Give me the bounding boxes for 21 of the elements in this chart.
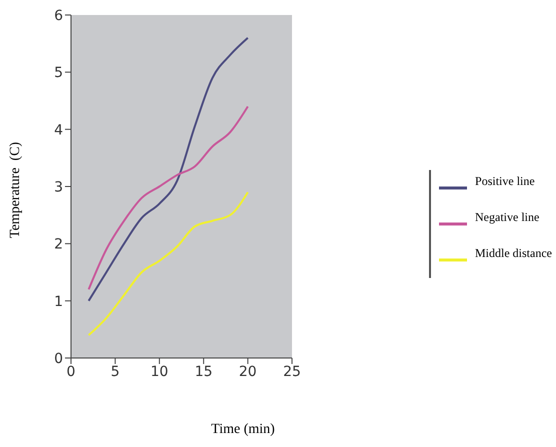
x-tick-label: 10 [150,364,168,380]
x-tick-label: 20 [238,364,257,380]
y-tick-label: 4 [54,122,64,138]
y-axis-title: Temperature (C) [8,142,24,238]
x-axis-title: Time (min) [210,422,276,438]
x-tick-label: 15 [194,364,213,380]
legend-label: Negative line [475,210,540,225]
line-series [88,191,249,336]
y-tick-label: 3 [54,179,63,196]
y-tick-label: 5 [54,65,63,82]
y-tick-label: 2 [54,236,63,253]
line-series [88,36,249,302]
line-series [88,105,249,290]
legend-label: Positive line [475,174,535,189]
y-tick-label: 6 [54,8,64,24]
y-tick-label: 1 [54,294,63,310]
x-tick-label: 5 [110,364,120,380]
x-tick-label: 25 [283,364,301,380]
y-tick-label: 0 [54,350,63,367]
x-tick-label: 0 [66,364,76,380]
legend-label: Middle distance [475,246,552,261]
